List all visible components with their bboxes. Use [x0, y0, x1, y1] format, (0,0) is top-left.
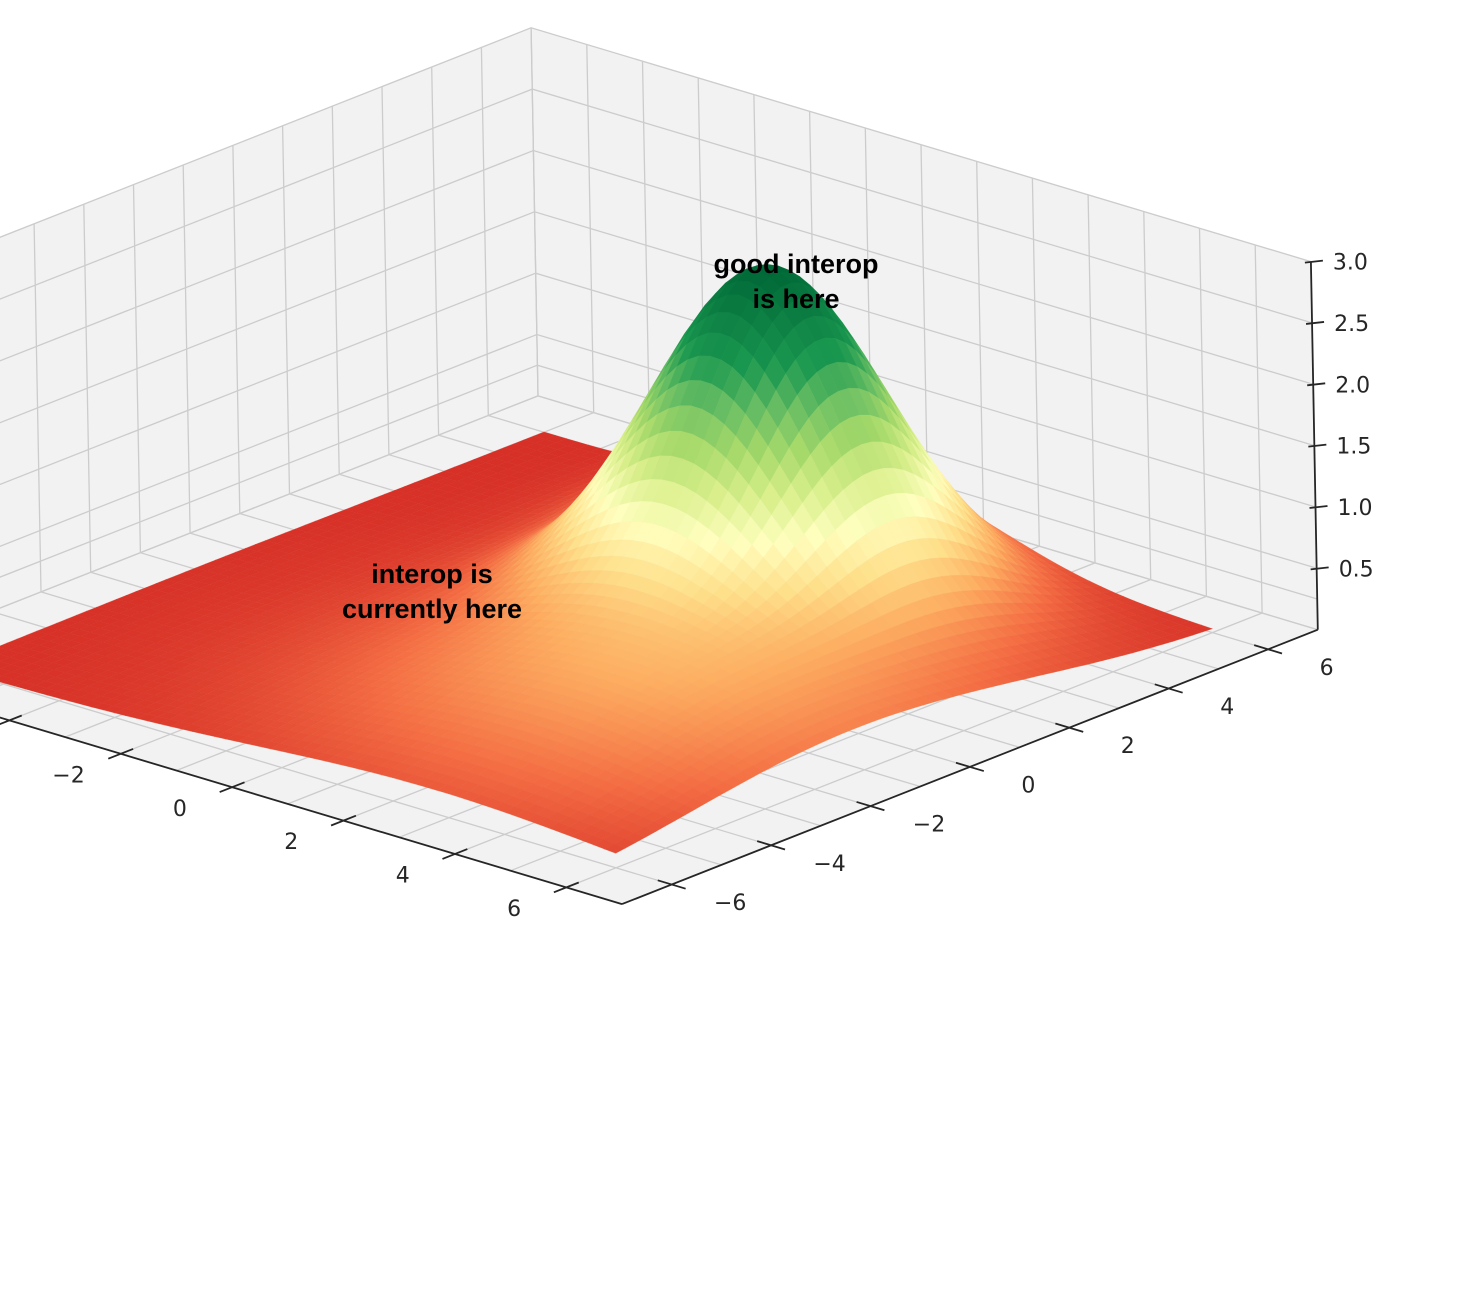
x-tick-label: 4 [396, 864, 410, 889]
gridline-z [0, 364, 1318, 600]
annotation-peak-line1: good interop [714, 249, 879, 279]
annotation-current-line2: currently here [342, 594, 522, 624]
y-tick-label: 6 [1320, 656, 1334, 681]
z-tick-label: 2.5 [1334, 312, 1369, 337]
z-tick-label: 3.0 [1333, 251, 1368, 276]
gridline-z [0, 149, 1314, 385]
z-tick-label: 1.0 [1338, 496, 1373, 521]
x-tick-label: 2 [284, 830, 298, 855]
z-tick-label: 0.5 [1339, 557, 1374, 582]
annotation-peak-line2: is here [752, 284, 839, 314]
gridline-z [0, 395, 1318, 631]
annotation-current-line1: interop is [371, 559, 493, 589]
y-tick-label: −2 [913, 813, 945, 838]
gridline-y [0, 682, 672, 886]
y-tick-label: −6 [714, 891, 746, 916]
x-tick-label: 0 [173, 797, 187, 822]
gridline-z [0, 211, 1315, 447]
z-tick-label: 1.5 [1336, 435, 1371, 460]
z-tick-label: 2.0 [1335, 373, 1370, 398]
surface-mesh [0, 264, 1214, 854]
y-tick-label: −4 [813, 852, 845, 877]
gridline-z [0, 88, 1313, 324]
gridline-z [0, 333, 1317, 569]
x-tick-label: 6 [507, 897, 521, 922]
y-tick-label: 0 [1021, 773, 1035, 798]
gridline-z [0, 272, 1316, 508]
x-tick-label: −2 [52, 763, 84, 788]
y-tick-label: 4 [1220, 695, 1234, 720]
y-tick-label: 2 [1121, 734, 1135, 759]
gridline-z [0, 27, 1312, 263]
